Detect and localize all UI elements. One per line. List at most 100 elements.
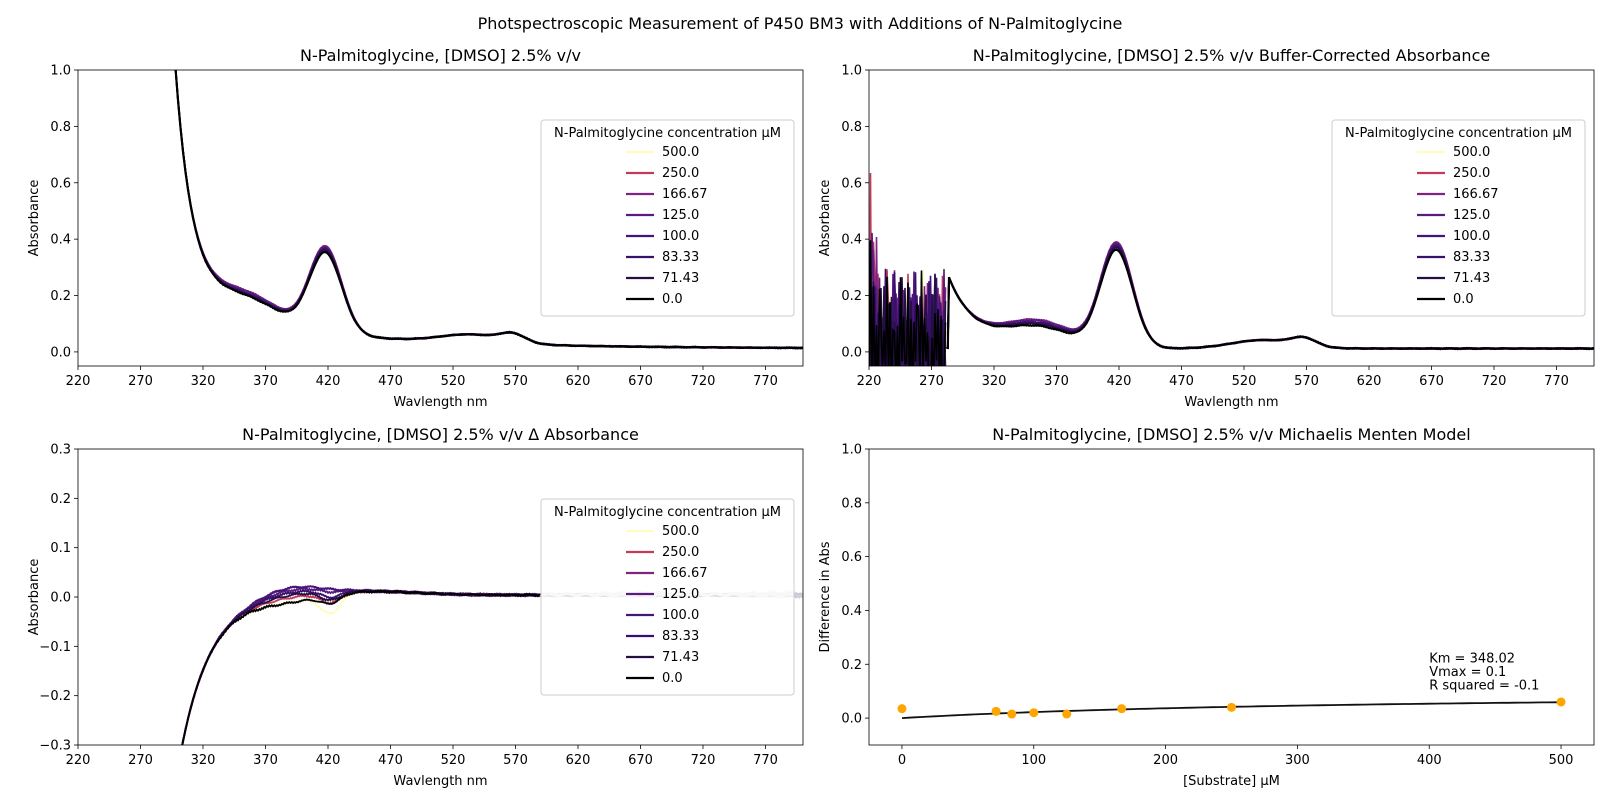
legend-box <box>540 119 795 317</box>
data-point <box>991 706 1001 716</box>
y-tick-label: 0.8 <box>841 496 862 511</box>
panel-4: N-Palmitoglycine, [DMSO] 2.5% v/v Michae… <box>818 425 1595 789</box>
panel-title: N-Palmitoglycine, [DMSO] 2.5% v/v Michae… <box>992 425 1470 444</box>
x-tick-label: 270 <box>128 753 153 768</box>
x-tick-label: 200 <box>1153 753 1178 768</box>
panel-2: N-Palmitoglycine, [DMSO] 2.5% v/v Buffer… <box>818 46 1595 410</box>
x-tick-label: 720 <box>1482 374 1507 389</box>
legend-entry: 166.67 <box>662 566 708 581</box>
x-tick-label: 500 <box>1549 753 1574 768</box>
y-tick-label: 0.6 <box>50 176 71 191</box>
legend-box <box>540 498 795 696</box>
x-tick-label: 570 <box>503 374 528 389</box>
y-tick-label: 0.8 <box>841 120 862 135</box>
data-point <box>1062 709 1072 719</box>
legend-entry: 125.0 <box>662 587 699 602</box>
x-tick-label: 620 <box>566 374 591 389</box>
y-axis-label: Absorbance <box>27 180 42 257</box>
y-tick-label: 0.8 <box>50 120 71 135</box>
y-axis-label: Absorbance <box>818 180 833 257</box>
x-tick-label: 320 <box>982 374 1007 389</box>
legend-title: N-Palmitoglycine concentration µM <box>554 126 781 141</box>
y-tick-label: 1.0 <box>841 443 862 458</box>
legend-entry: 71.43 <box>662 271 699 286</box>
y-tick-label: 1.0 <box>841 64 862 79</box>
x-tick-label: 620 <box>1357 374 1382 389</box>
x-tick-label: 370 <box>253 374 278 389</box>
y-tick-label: 0.3 <box>50 443 71 458</box>
y-tick-label: 0.0 <box>841 712 862 727</box>
x-tick-label: 470 <box>378 374 403 389</box>
y-tick-label: 0.2 <box>50 289 71 304</box>
x-tick-label: 520 <box>441 374 466 389</box>
x-axis-label: Wavlength nm <box>393 774 487 789</box>
axes-frame <box>868 448 1595 746</box>
y-tick-label: 0.6 <box>841 550 862 565</box>
x-tick-label: 270 <box>128 374 153 389</box>
legend-entry: 250.0 <box>1453 166 1490 181</box>
y-axis-label: Absorbance <box>27 559 42 636</box>
data-point <box>1029 708 1039 718</box>
x-tick-label: 320 <box>191 753 216 768</box>
figure-suptitle: Photspectroscopic Measurement of P450 BM… <box>478 14 1123 33</box>
fit-annotation: R squared = -0.1 <box>1429 678 1539 693</box>
panel-1: N-Palmitoglycine, [DMSO] 2.5% v/v Wavleng… <box>27 46 804 410</box>
x-tick-label: 220 <box>66 753 91 768</box>
panel-title: N-Palmitoglycine, [DMSO] 2.5% v/v Buffer… <box>973 46 1490 65</box>
legend-title: N-Palmitoglycine concentration µM <box>1345 126 1572 141</box>
x-tick-label: 420 <box>316 374 341 389</box>
legend-entry: 500.0 <box>662 524 699 539</box>
x-tick-label: 100 <box>1021 753 1046 768</box>
x-tick-label: 570 <box>503 753 528 768</box>
series-line-0.0 <box>946 248 1594 351</box>
plot-area <box>174 70 803 350</box>
plot-area <box>897 697 1566 719</box>
legend-entry: 100.0 <box>662 229 699 244</box>
x-tick-label: 370 <box>1044 374 1069 389</box>
legend: N-Palmitoglycine concentration µM 500.0 25… <box>1331 119 1586 317</box>
legend-entry: 71.43 <box>1453 271 1490 286</box>
x-axis-label: Wavlength nm <box>393 395 487 410</box>
panel-3: N-Palmitoglycine, [DMSO] 2.5% v/v Δ Abso… <box>27 425 804 789</box>
legend-entry: 125.0 <box>1453 208 1490 223</box>
fit-annotation: Vmax = 0.1 <box>1429 665 1506 680</box>
y-tick-label: −0.3 <box>39 739 71 754</box>
x-tick-label: 720 <box>691 753 716 768</box>
y-tick-label: 0.4 <box>841 233 862 248</box>
y-tick-label: 0.4 <box>50 233 71 248</box>
legend-entry: 166.67 <box>1453 187 1499 202</box>
legend-entry: 71.43 <box>662 650 699 665</box>
y-axis-label: Difference in Abs <box>818 541 833 652</box>
axes-frame <box>868 69 1595 367</box>
legend-entry: 250.0 <box>662 166 699 181</box>
x-axis-label: [Substrate] µM <box>1183 774 1280 789</box>
x-tick-label: 300 <box>1285 753 1310 768</box>
series-noise-0.0 <box>869 240 947 366</box>
legend: N-Palmitoglycine concentration µM 500.0 25… <box>540 498 795 696</box>
x-tick-label: 770 <box>753 753 778 768</box>
x-tick-label: 670 <box>628 374 653 389</box>
y-tick-label: 0.0 <box>841 345 862 360</box>
data-point <box>1227 702 1236 712</box>
x-tick-label: 670 <box>628 753 653 768</box>
x-tick-label: 520 <box>441 753 466 768</box>
y-tick-label: 0.0 <box>50 345 71 360</box>
legend-entry: 250.0 <box>662 545 699 560</box>
y-tick-label: 1.0 <box>50 64 71 79</box>
x-tick-label: 670 <box>1419 374 1444 389</box>
x-tick-label: 620 <box>566 753 591 768</box>
y-tick-label: 0.6 <box>841 176 862 191</box>
x-tick-label: 270 <box>919 374 944 389</box>
data-point <box>1556 697 1566 707</box>
axes-frame <box>77 69 804 367</box>
legend-title: N-Palmitoglycine concentration µM <box>554 505 781 520</box>
y-tick-label: 0.4 <box>841 604 862 619</box>
legend: N-Palmitoglycine concentration µM 500.0 25… <box>540 119 795 317</box>
legend-entry: 0.0 <box>662 671 683 686</box>
y-tick-label: 0.0 <box>50 591 71 606</box>
x-tick-label: 420 <box>316 753 341 768</box>
legend-box <box>1331 119 1586 317</box>
x-tick-label: 370 <box>253 753 278 768</box>
panel-title: N-Palmitoglycine, [DMSO] 2.5% v/v Δ Abso… <box>242 425 639 444</box>
panel-title: N-Palmitoglycine, [DMSO] 2.5% v/v <box>300 46 581 65</box>
